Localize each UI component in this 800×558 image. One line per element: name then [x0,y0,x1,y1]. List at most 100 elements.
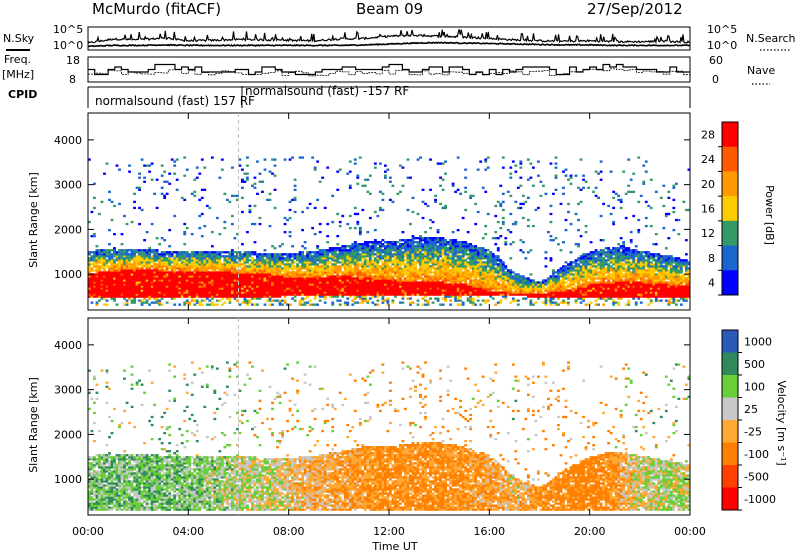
power-cell [394,283,397,285]
power-cell [374,239,377,241]
power-cell [439,237,442,239]
power-cell [223,273,226,275]
power-cell [444,241,447,243]
power-cell [517,187,520,189]
power-cell [472,269,475,271]
power-cell [462,277,465,279]
power-cell [504,289,507,291]
power-cell [359,279,362,281]
power-cell [376,277,379,279]
power-cell [517,279,520,281]
power-cell [346,289,349,291]
power-cell [550,289,553,291]
power-cell [474,257,477,259]
power-cell [339,299,342,301]
power-cell [158,277,161,279]
power-cell [454,263,457,265]
power-cell [434,297,437,299]
power-cell [181,261,184,263]
power-cell [193,255,196,257]
power-cell [138,279,141,281]
power-cell [402,293,405,295]
power-cell [91,289,94,291]
power-cell [417,269,420,271]
power-cell [259,257,262,259]
power-cell [279,267,282,269]
power-cell [417,259,420,261]
power-cell [163,283,166,285]
power-cell [141,295,144,297]
power-cell [201,289,204,291]
power-cell [429,279,432,281]
power-cell [314,285,317,287]
power-cell [392,291,395,293]
power-cell [231,259,234,261]
power-cell [103,291,106,293]
power-cell [266,275,269,277]
power-cell [550,257,553,259]
power-cell [494,205,497,207]
power-cell [281,291,284,293]
power-cell [361,245,364,247]
power-cell [424,299,427,301]
power-cell [239,257,242,259]
power-cell [439,291,442,293]
power-cell [397,263,400,265]
power-cell [346,275,349,277]
power-cell [502,281,505,283]
power-cell [354,279,357,281]
power-cell [271,261,274,263]
power-cell [131,301,134,303]
power-cell [422,285,425,287]
power-cell [361,253,364,255]
power-cell [369,245,372,247]
power-cell [201,291,204,293]
power-cell [366,287,369,289]
power-cell [414,251,417,253]
power-cell [479,277,482,279]
power-cell [136,271,139,273]
power-cell [469,285,472,287]
power-cell [427,299,430,301]
power-cell [364,289,367,291]
power-cell [376,291,379,293]
power-cell [223,261,226,263]
power-cell [198,263,201,265]
power-cell [183,259,186,261]
power-cell [171,293,174,295]
power-cell [309,255,312,257]
power-cell [555,189,558,191]
power-cell [246,279,249,281]
power-cell [241,179,244,181]
power-cell [96,251,99,253]
power-cell [336,275,339,277]
power-cell [91,285,94,287]
power-cell [444,263,447,265]
power-cell [452,253,455,255]
power-cell [346,281,349,283]
power-cell [103,279,106,281]
power-cell [386,277,389,279]
power-cell [111,277,114,279]
power-cell [364,259,367,261]
power-cell [143,287,146,289]
power-cell [304,261,307,263]
power-cell [314,267,317,269]
power-cell [254,223,257,225]
power-cell [294,299,297,301]
power-cell [424,279,427,281]
power-cell [101,293,104,295]
power-cell [141,285,144,287]
power-cell [402,267,405,269]
power-cell [98,251,101,253]
power-cell [319,287,322,289]
power-cell [447,273,450,275]
power-cell [537,175,540,177]
power-cell [201,253,204,255]
power-cell [251,277,254,279]
power-cell [256,265,259,267]
power-cell [369,247,372,249]
power-cell [392,279,395,281]
power-cell [434,281,437,283]
power-cell [361,257,364,259]
